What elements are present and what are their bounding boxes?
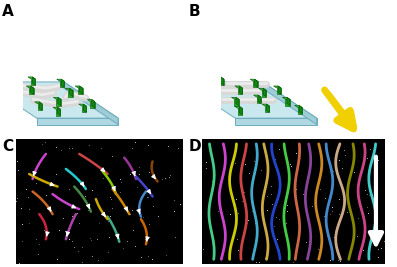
Polygon shape — [92, 100, 95, 108]
Polygon shape — [38, 104, 42, 110]
Polygon shape — [235, 118, 317, 124]
Polygon shape — [181, 82, 317, 118]
Polygon shape — [266, 104, 270, 112]
Polygon shape — [231, 97, 239, 99]
Polygon shape — [274, 86, 281, 88]
Polygon shape — [282, 97, 290, 99]
Polygon shape — [0, 81, 3, 88]
Polygon shape — [78, 88, 83, 94]
Polygon shape — [216, 90, 220, 96]
Polygon shape — [191, 78, 198, 80]
Polygon shape — [0, 79, 3, 88]
Polygon shape — [68, 90, 73, 96]
Polygon shape — [26, 86, 34, 88]
Polygon shape — [217, 88, 220, 96]
Polygon shape — [216, 77, 224, 79]
Polygon shape — [239, 106, 242, 115]
Polygon shape — [250, 79, 258, 81]
Polygon shape — [11, 91, 18, 92]
Text: B: B — [189, 4, 200, 19]
Polygon shape — [28, 77, 35, 79]
Polygon shape — [195, 78, 198, 87]
Polygon shape — [70, 88, 73, 96]
Polygon shape — [83, 104, 86, 112]
Polygon shape — [15, 91, 18, 99]
Polygon shape — [79, 86, 83, 94]
Polygon shape — [58, 107, 60, 116]
Polygon shape — [298, 107, 302, 114]
Polygon shape — [64, 82, 118, 124]
Polygon shape — [37, 118, 118, 124]
Polygon shape — [265, 106, 270, 112]
Text: D: D — [189, 139, 201, 154]
Polygon shape — [219, 79, 224, 85]
Polygon shape — [87, 100, 95, 101]
Polygon shape — [299, 105, 302, 114]
Polygon shape — [262, 104, 270, 106]
Polygon shape — [258, 95, 261, 103]
Polygon shape — [0, 79, 3, 81]
Polygon shape — [262, 82, 317, 124]
Polygon shape — [277, 88, 281, 94]
Polygon shape — [31, 79, 35, 85]
Polygon shape — [262, 90, 266, 96]
Polygon shape — [57, 79, 64, 81]
Polygon shape — [263, 88, 266, 96]
Polygon shape — [258, 88, 266, 90]
Polygon shape — [31, 86, 34, 94]
Polygon shape — [61, 79, 64, 88]
Polygon shape — [238, 108, 242, 115]
Polygon shape — [235, 106, 242, 108]
Polygon shape — [213, 88, 220, 90]
Polygon shape — [239, 86, 242, 94]
Polygon shape — [287, 97, 290, 105]
Polygon shape — [256, 97, 261, 103]
Polygon shape — [56, 99, 61, 105]
Polygon shape — [82, 106, 86, 112]
Polygon shape — [35, 102, 42, 104]
Polygon shape — [39, 102, 42, 110]
Polygon shape — [235, 86, 242, 88]
Text: A: A — [2, 4, 14, 19]
Polygon shape — [285, 99, 290, 105]
Polygon shape — [53, 97, 61, 99]
Polygon shape — [13, 92, 18, 99]
Polygon shape — [254, 79, 258, 88]
Polygon shape — [194, 80, 198, 87]
Polygon shape — [253, 81, 258, 88]
Polygon shape — [32, 77, 35, 85]
Polygon shape — [221, 77, 224, 85]
Polygon shape — [278, 86, 281, 94]
Polygon shape — [90, 101, 95, 108]
Polygon shape — [56, 109, 60, 116]
Polygon shape — [65, 88, 73, 90]
Polygon shape — [254, 95, 261, 97]
Polygon shape — [60, 81, 64, 88]
Polygon shape — [0, 82, 118, 118]
Polygon shape — [53, 107, 60, 109]
Polygon shape — [58, 97, 61, 105]
Polygon shape — [236, 97, 239, 105]
Polygon shape — [238, 88, 242, 94]
Text: C: C — [2, 139, 13, 154]
Polygon shape — [29, 88, 34, 94]
Polygon shape — [79, 104, 86, 106]
Polygon shape — [235, 99, 239, 105]
Polygon shape — [295, 105, 302, 107]
Polygon shape — [75, 86, 83, 88]
